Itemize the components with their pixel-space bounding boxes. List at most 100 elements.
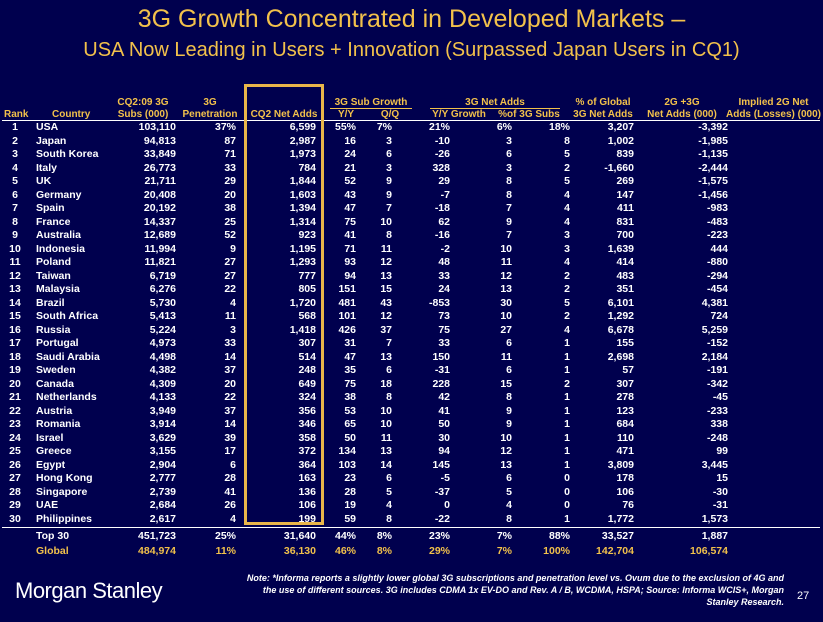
- cell-penetration: 9: [230, 242, 236, 255]
- cell-net-adds: 346: [298, 418, 316, 430]
- cell-rank: 16: [9, 323, 21, 336]
- cell-pct-subs: 4: [506, 499, 512, 511]
- cell-pct-global: 3: [564, 242, 570, 255]
- table-row: 4 Italy 26,773 33 784 21 3 328 3 2 -1,660 -2,444: [2, 162, 730, 176]
- cell-rank: 12: [9, 269, 21, 282]
- cell-rank: 22: [9, 404, 21, 417]
- cell-yy: 134: [338, 445, 356, 457]
- cell-subs: 2,617: [149, 512, 176, 525]
- cell-yy: 38: [344, 391, 356, 403]
- cell-rank: 15: [9, 310, 21, 322]
- header-rank: Rank: [4, 109, 29, 120]
- cell-subs: 26,773: [143, 161, 176, 174]
- cell-penetration: 33: [224, 337, 236, 349]
- cell-total-glob: 100%: [543, 545, 570, 557]
- cell-subs: 2,739: [149, 485, 176, 498]
- cell-pct-global: 2: [564, 283, 570, 295]
- cell-rank: 27: [9, 472, 21, 484]
- cell-g23-net-adds: 3,809: [607, 458, 634, 471]
- header-implied-line1: Implied 2G Net: [738, 97, 809, 108]
- cell-net-adds: 372: [298, 445, 316, 457]
- cell-pct-global: 1: [564, 350, 570, 363]
- cell-g23-net-adds: -1,660: [604, 161, 634, 174]
- cell-pct-subs: 13: [500, 283, 512, 295]
- cell-yy: 50: [344, 431, 356, 444]
- cell-total-yy: 46%: [334, 545, 356, 557]
- cell-rank: 19: [9, 364, 21, 376]
- cell-yy: 71: [344, 242, 356, 255]
- cell-yy-growth: 145: [432, 458, 450, 471]
- cell-pct-global: 5: [564, 175, 570, 187]
- table-row: 20 Canada 4,309 20 649 75 18 228 15 2 307 -342: [2, 378, 730, 392]
- cell-country: Malaysia: [36, 283, 80, 295]
- cell-pct-subs: 6: [506, 337, 512, 349]
- cell-country: Indonesia: [36, 242, 86, 255]
- cell-subs: 14,337: [143, 215, 176, 228]
- cell-net-adds: 356: [298, 404, 316, 417]
- cell-net-adds: 1,720: [289, 296, 316, 309]
- cell-penetration: 3: [230, 323, 236, 336]
- cell-subs: 2,904: [149, 458, 176, 471]
- totals-body: Top 30 451,723 25% 31,640 44% 8% 23% 7% 88% 33,52…: [2, 529, 730, 559]
- header-yy: Y/Y: [337, 109, 355, 120]
- table-row: 9 Australia 12,689 52 923 41 8 -16 7 3 700 -223: [2, 229, 730, 243]
- cell-penetration: 37: [224, 364, 236, 376]
- cell-yy-growth: 150: [432, 350, 450, 363]
- cell-net-adds: 923: [298, 229, 316, 241]
- cell-implied-2g: 1,573: [701, 512, 728, 525]
- table-body: 1 USA 103,110 37% 6,599 55% 7% 21% 6% 18% 3,207 -3,…: [2, 121, 730, 526]
- cell-pct-subs: 8: [506, 512, 512, 525]
- cell-country: Brazil: [36, 296, 65, 309]
- cell-rank: 2: [12, 134, 18, 147]
- cell-country: Italy: [36, 161, 58, 174]
- cell-pct-global: 1: [564, 364, 570, 376]
- cell-implied-2g: 5,259: [701, 323, 728, 336]
- table-row: 15 South Africa 5,413 11 568 101 12 73 10 2 1,292 7…: [2, 310, 730, 324]
- cell-yy: 19: [344, 499, 356, 511]
- header-country: Country: [52, 109, 91, 120]
- cell-penetration: 17: [224, 445, 236, 457]
- cell-subs: 5,730: [149, 296, 176, 309]
- cell-total-g23: 33,527: [601, 530, 634, 542]
- totals-row-global: Global 484,974 11% 36,130 46% 8% 29% 7% 100% 142,…: [2, 544, 730, 559]
- cell-pct-global: 1: [564, 418, 570, 430]
- cell-implied-2g: -233: [706, 404, 728, 417]
- cell-yy-growth: 33: [438, 269, 450, 282]
- sub-growth-underline: [330, 108, 412, 109]
- cell-net-adds: 6,599: [289, 121, 316, 133]
- cell-implied-2g: 99: [716, 445, 728, 457]
- cell-penetration: 28: [224, 472, 236, 484]
- cell-rank: 28: [9, 485, 21, 498]
- cell-g23-net-adds: 269: [616, 175, 634, 187]
- cell-implied-2g: 15: [716, 472, 728, 484]
- cell-implied-2g: 444: [710, 242, 728, 255]
- cell-yy: 94: [344, 269, 356, 282]
- cell-subs: 5,224: [149, 323, 176, 336]
- cell-country: Sweden: [36, 364, 76, 376]
- cell-penetration: 33: [224, 161, 236, 174]
- cell-penetration: 26: [224, 499, 236, 511]
- cell-qq: 10: [380, 418, 392, 430]
- cell-g23-net-adds: 106: [616, 485, 634, 498]
- cell-net-adds: 1,394: [289, 202, 316, 214]
- cell-pct-global: 1: [564, 391, 570, 403]
- cell-g23-net-adds: 3,207: [607, 121, 634, 133]
- cell-net-adds: 777: [298, 269, 316, 282]
- cell-implied-2g: 2,184: [701, 350, 728, 363]
- cell-subs: 6,719: [149, 269, 176, 282]
- cell-net-adds: 514: [298, 350, 316, 363]
- cell-yy-growth: 41: [438, 404, 450, 417]
- cell-total-qq: 8%: [376, 530, 392, 542]
- cell-country: Netherlands: [36, 391, 97, 403]
- cell-net-adds: 163: [298, 472, 316, 484]
- cell-yy-growth: 33: [438, 337, 450, 349]
- cell-penetration: 14: [224, 350, 236, 363]
- cell-total-label: Top 30: [36, 530, 70, 542]
- table-row: 10 Indonesia 11,994 9 1,195 71 11 -2 10 3 1,639 444: [2, 243, 730, 257]
- page-title: 3G Growth Concentrated in Developed Mark…: [137, 5, 686, 33]
- net-adds-underline: [430, 108, 560, 109]
- cell-yy-growth: 30: [438, 431, 450, 444]
- cell-yy-growth: -37: [434, 485, 450, 498]
- cell-pct-subs: 11: [500, 350, 512, 363]
- cell-net-adds: 248: [298, 364, 316, 376]
